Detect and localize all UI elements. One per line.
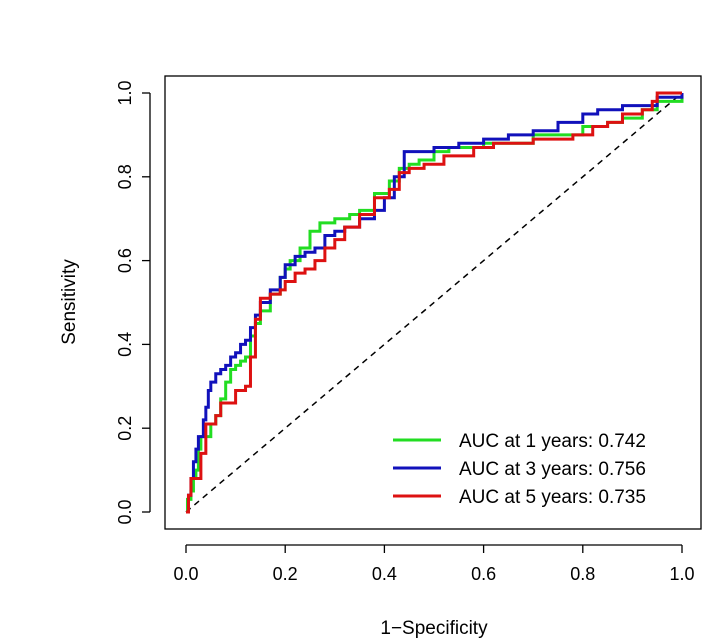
y-tick-label: 0.6 [115,248,135,273]
x-axis-title: 1−Specificity [380,618,488,639]
reference-diagonal-line [185,92,683,513]
legend-label: AUC at 5 years: 0.735 [459,487,646,508]
x-tick-label: 0.2 [273,564,298,584]
y-tick-label: 0.4 [115,332,135,357]
y-tick-label: 0.8 [115,164,135,189]
plot-area [185,91,684,514]
y-axis-title: Sensitivity [59,259,80,345]
axes: 0.0 0.2 0.4 0.6 0.8 1.0 0.0 0.2 0.4 0.6 0.8 1.0 [115,75,702,584]
roc-curve-series-3 [186,91,682,514]
legend-label: AUC at 1 years: 0.742 [459,431,646,452]
y-tick-label: 0.0 [115,499,135,524]
x-tick-label: 0.0 [173,564,198,584]
y-tick-label: 0.2 [115,416,135,441]
x-tick-label: 0.4 [372,564,397,584]
roc-curve-series-2 [186,93,684,514]
plot-frame [164,75,702,530]
legend: AUC at 1 years: 0.742 AUC at 3 years: 0.7… [393,431,646,508]
x-tick-label: 1.0 [669,564,694,584]
x-tick-label: 0.8 [570,564,595,584]
x-tick-label: 0.6 [471,564,496,584]
y-tick-label: 1.0 [115,80,135,105]
legend-label: AUC at 3 years: 0.756 [459,459,646,480]
